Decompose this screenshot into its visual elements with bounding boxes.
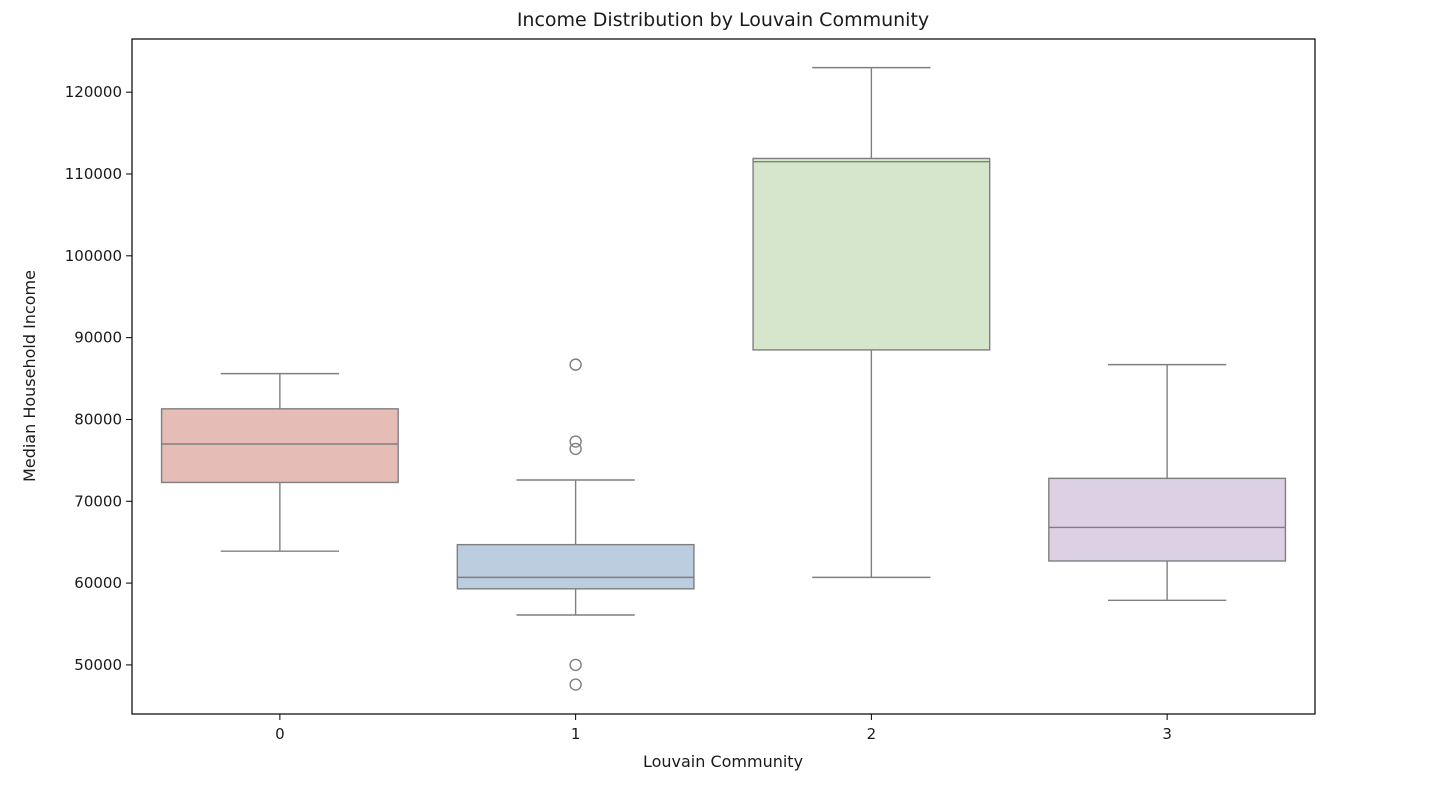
outlier-point — [569, 435, 582, 448]
outlier-point — [569, 442, 582, 456]
outlier-point — [569, 358, 582, 371]
outlier-point — [569, 678, 582, 691]
box-group-0 — [160, 372, 399, 552]
y-axis-label: Median Household Income — [20, 270, 39, 482]
plot-frame — [131, 38, 1316, 715]
y-tick-label: 110000 — [65, 165, 122, 183]
x-tick-label: 3 — [1162, 725, 1172, 743]
box-iqr — [1048, 477, 1287, 562]
x-tick-label: 2 — [867, 725, 877, 743]
y-tick-label: 80000 — [74, 410, 122, 428]
y-tick-label: 70000 — [74, 492, 122, 510]
y-tick-label: 60000 — [74, 574, 122, 592]
box-group-3 — [1048, 363, 1287, 601]
plot-marks: 5000060000700008000090000100000110000120… — [65, 66, 1287, 743]
box-group-2 — [752, 66, 991, 579]
chart-title: Income Distribution by Louvain Community — [517, 9, 929, 31]
y-tick-label: 90000 — [74, 329, 122, 347]
box-group-1 — [456, 358, 695, 691]
y-tick-label: 120000 — [65, 83, 122, 101]
box-iqr — [160, 408, 399, 484]
box-iqr — [456, 543, 695, 590]
outlier-point — [569, 658, 582, 672]
box-iqr — [752, 157, 991, 351]
y-tick-label: 100000 — [65, 247, 122, 265]
x-tick-label: 1 — [571, 725, 581, 743]
x-axis-label: Louvain Community — [643, 752, 803, 771]
x-tick-label: 0 — [275, 725, 285, 743]
y-tick-label: 50000 — [74, 656, 122, 674]
